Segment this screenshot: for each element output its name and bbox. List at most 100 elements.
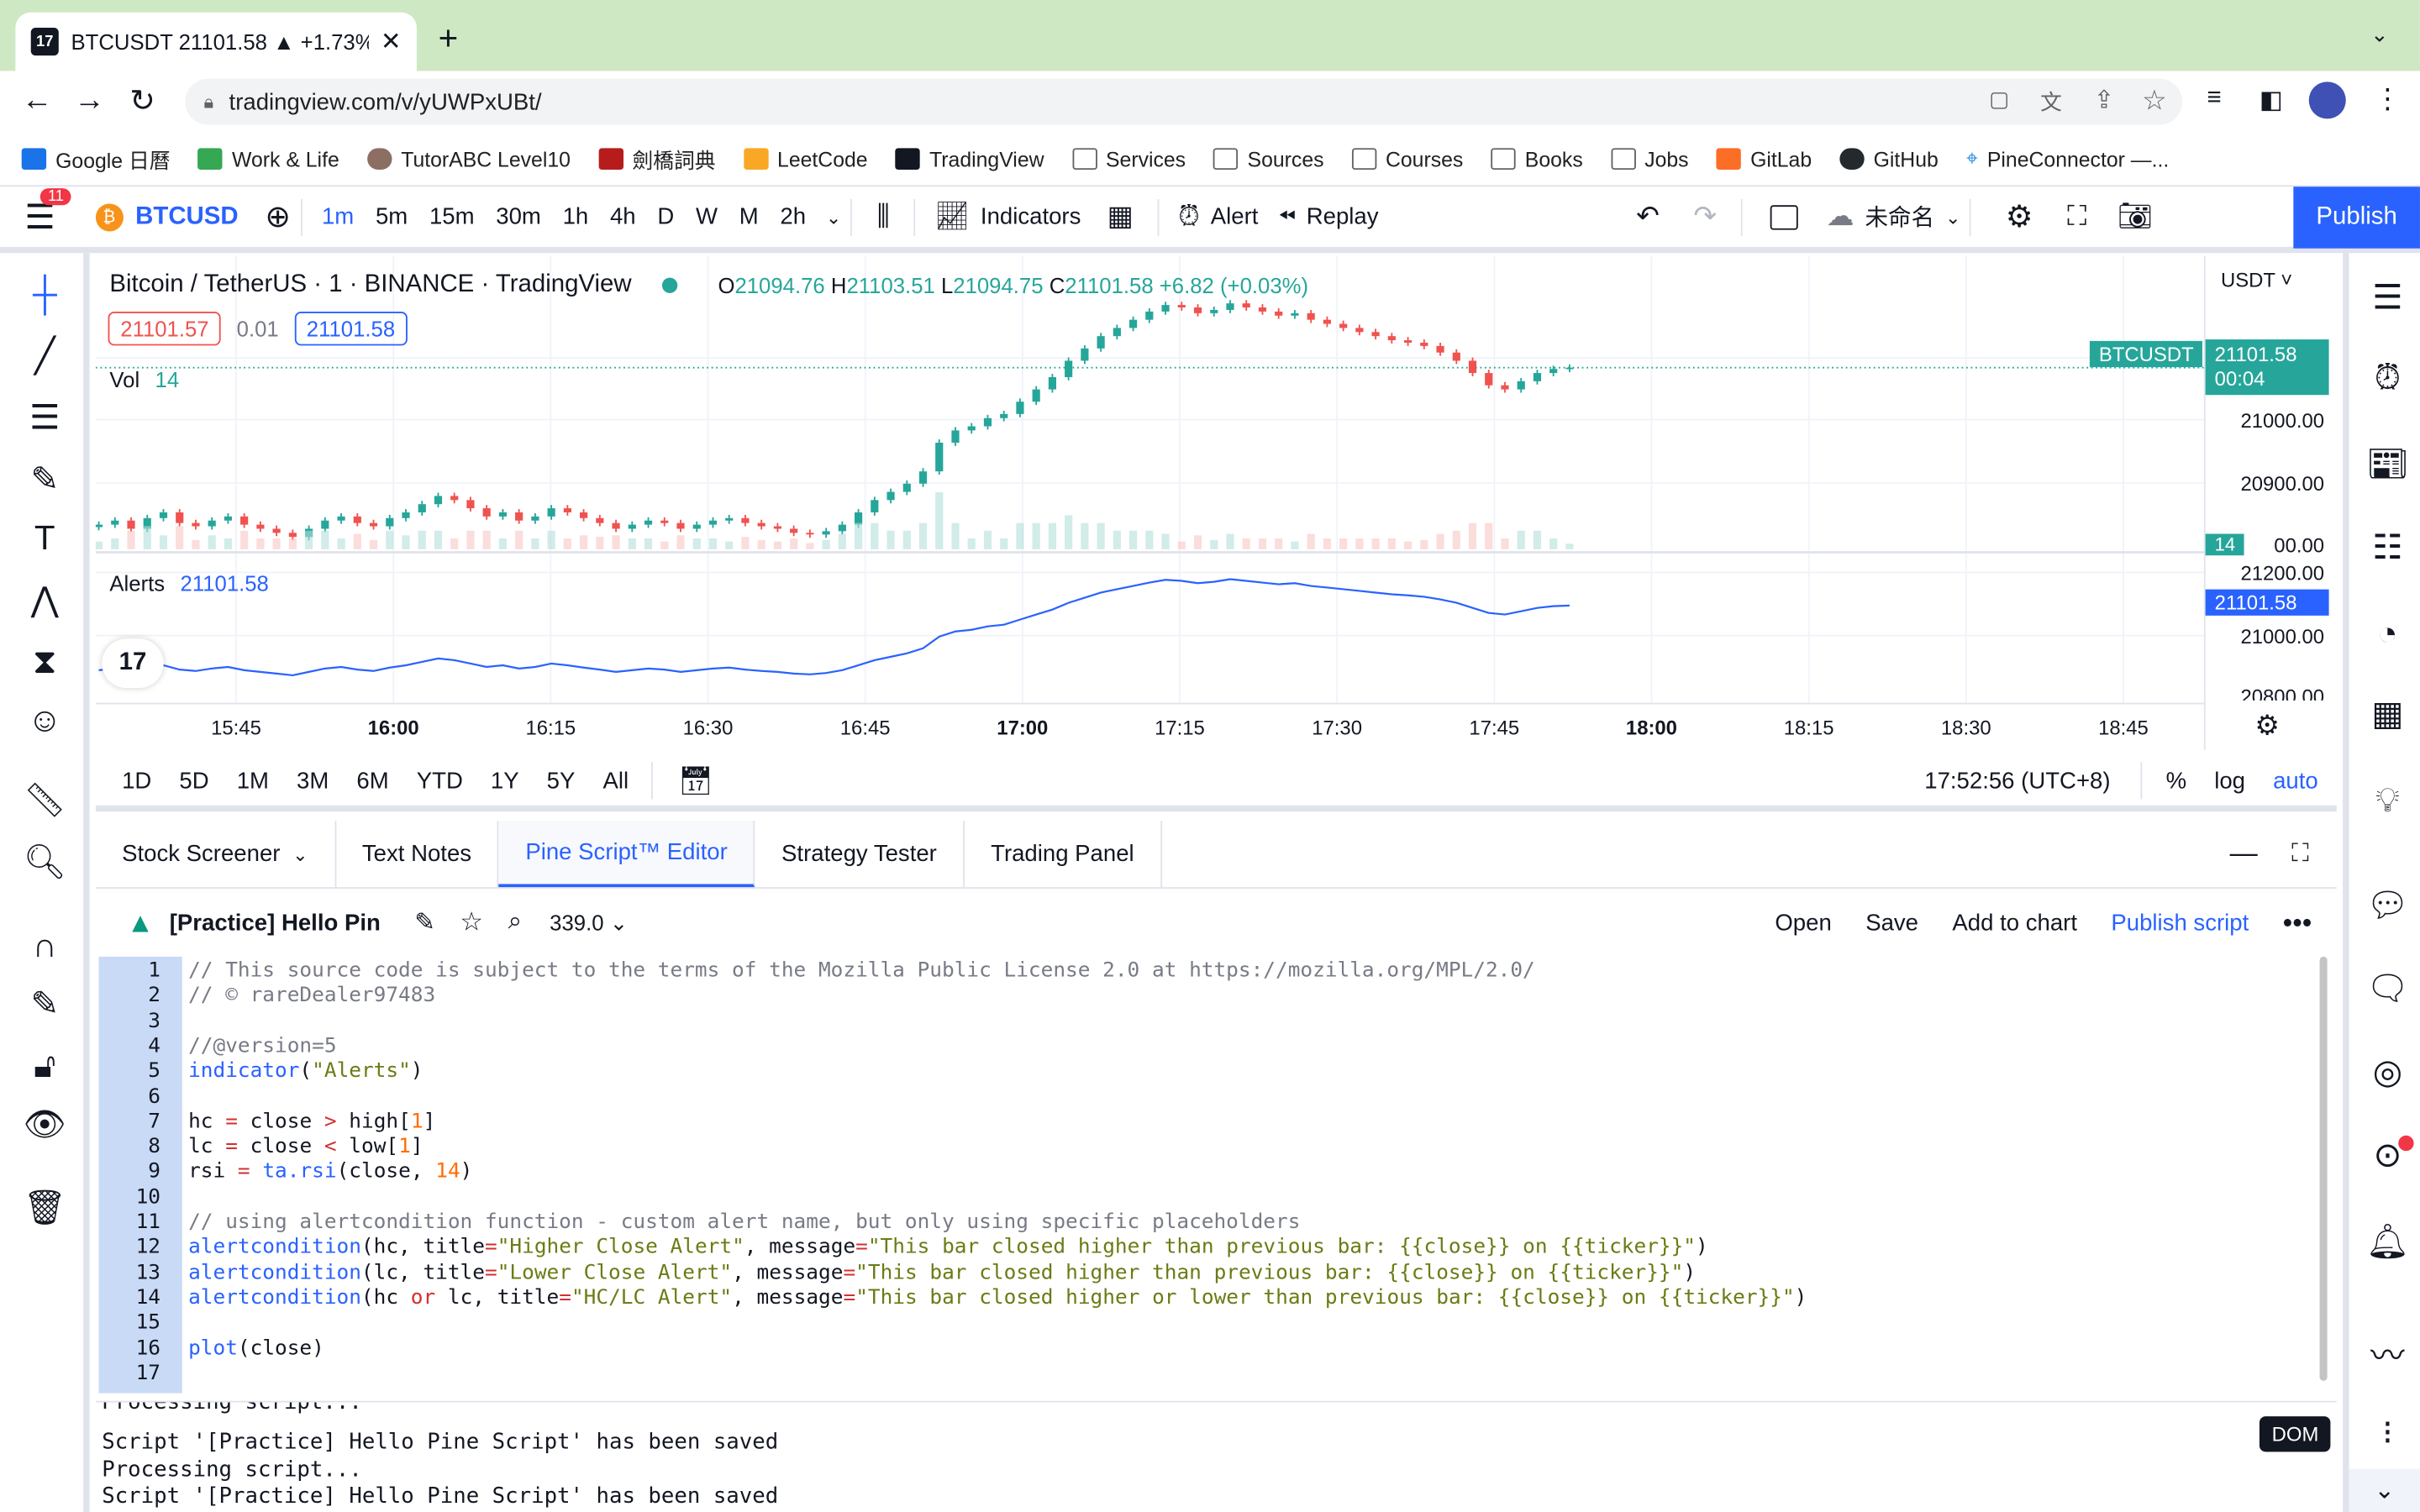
trendline-icon[interactable]: ╱ — [34, 336, 55, 375]
emoji-icon[interactable]: ☺ — [27, 700, 62, 739]
clock-text[interactable]: 17:52:56 (UTC+8) — [1924, 767, 2111, 794]
range-6m[interactable]: 6M — [356, 767, 389, 794]
interval-m[interactable]: M — [739, 203, 759, 230]
range-all[interactable]: All — [602, 767, 629, 794]
chart-type-icon[interactable]: ⫼ — [876, 200, 890, 232]
range-5d[interactable]: 5D — [179, 767, 209, 794]
fullscreen-icon[interactable]: ⛶ — [2067, 200, 2087, 232]
back-icon[interactable]: ← — [21, 83, 53, 118]
code-line[interactable]: rsi = ta.rsi(close, 14) — [188, 1160, 473, 1184]
bookmark-item[interactable]: TutorABC Level10 — [366, 147, 571, 171]
range-1d[interactable]: 1D — [122, 767, 152, 794]
tab-pine-editor[interactable]: Pine Script™ Editor — [499, 821, 755, 888]
star-icon[interactable]: ☆ — [2142, 85, 2167, 116]
code-line[interactable]: alertcondition(lc, title="Lower Close Al… — [188, 1261, 1697, 1285]
lock-drawing-icon[interactable]: ✎ — [30, 984, 60, 1023]
bookmark-item[interactable]: Work & Life — [197, 147, 339, 171]
maximize-panel-icon[interactable]: ⛶ — [2291, 840, 2309, 867]
notifications-icon[interactable]: 🔔︎ — [2365, 1221, 2410, 1261]
dom-icon[interactable]: ⁝ — [2381, 1413, 2393, 1452]
search-icon[interactable]: ⌕ — [508, 908, 523, 936]
forecast-icon[interactable]: ⧗ — [33, 642, 57, 680]
chats-icon[interactable]: 💬︎ — [2365, 885, 2410, 925]
interval-4h[interactable]: 4h — [609, 203, 636, 230]
code-line[interactable]: plot(close) — [188, 1336, 324, 1361]
crosshair-icon[interactable]: ┼ — [32, 274, 57, 313]
fib-icon[interactable]: ☰ — [29, 397, 60, 437]
tab-stock-screener[interactable]: Stock Screener ⌄ — [96, 821, 336, 888]
lock-icon[interactable]: 🔓︎ — [34, 1046, 56, 1085]
tab-search-icon[interactable]: ⌄ — [2370, 21, 2389, 47]
forward-icon[interactable]: → — [74, 83, 105, 118]
version-selector[interactable]: 339.0 ⌄ — [550, 909, 629, 935]
publish-script-button[interactable]: Publish script — [2111, 909, 2249, 936]
interval-w[interactable]: W — [695, 203, 718, 230]
code-line[interactable]: alertcondition(hc, title="Higher Close A… — [188, 1236, 1708, 1260]
interval-d[interactable]: D — [657, 203, 675, 230]
calendar-icon[interactable]: ▦ — [2371, 694, 2404, 733]
code-line[interactable]: hc = close > high[1] — [188, 1110, 436, 1134]
messages-icon[interactable]: 🗨︎ — [2365, 969, 2410, 1008]
settings-icon[interactable]: ⚙︎ — [2005, 200, 2033, 235]
bookmark-item[interactable]: Services — [1071, 147, 1186, 171]
code-line[interactable]: alertcondition(hc or lc, title="HC/LC Al… — [188, 1286, 1807, 1310]
range-ytd[interactable]: YTD — [416, 767, 463, 794]
watchlist-icon[interactable]: ☰ — [2372, 277, 2403, 317]
code-line[interactable]: // using alertcondition function - custo… — [188, 1210, 1301, 1235]
interval-1h[interactable]: 1h — [562, 203, 589, 230]
trend-icon[interactable]: 〰 — [2370, 1336, 2405, 1375]
streams-icon[interactable]: ◎ — [2372, 1052, 2402, 1091]
indicators-button[interactable]: Indicators — [980, 203, 1081, 230]
templates-icon[interactable]: ▦ — [1107, 200, 1134, 232]
trash-icon[interactable]: 🗑︎ — [23, 1188, 66, 1227]
percent-toggle[interactable]: % — [2165, 767, 2187, 794]
share-icon[interactable]: ⇪ — [2093, 87, 2115, 114]
range-5y[interactable]: 5Y — [546, 767, 576, 794]
code-line[interactable]: // This source code is subject to the te… — [188, 959, 1535, 983]
bookmark-item[interactable]: GitHub — [1839, 147, 1939, 171]
tab-strategy-tester[interactable]: Strategy Tester — [755, 821, 965, 888]
magnet-icon[interactable]: ∩ — [32, 926, 57, 964]
tradingview-logo-icon[interactable]: 17 — [102, 638, 164, 689]
price-scale[interactable]: USDT ˅ 21101.58 00:04 21000.00 20900.00 … — [2203, 255, 2337, 750]
publish-button[interactable]: Publish — [2293, 186, 2420, 249]
ruler-icon[interactable]: 📏︎ — [23, 780, 66, 820]
pine-code-editor[interactable]: 1 2 3 4 5 6 7 8 9 10 11 12 13 14 15 16 17 // This source… — [95, 956, 2328, 1394]
symbol-search-button[interactable]: BTCUSDT — [135, 202, 238, 229]
add-to-chart-button[interactable]: Add to chart — [1952, 909, 2077, 936]
redo-icon[interactable]: ↷ — [1693, 200, 1718, 232]
tab-text-notes[interactable]: Text Notes — [336, 821, 500, 888]
compare-symbol-icon[interactable]: ⊕ — [265, 200, 292, 235]
log-toggle[interactable]: log — [2214, 767, 2246, 794]
interval-5m[interactable]: 5m — [375, 203, 408, 230]
pattern-icon[interactable]: ⋀ — [30, 580, 59, 619]
bookmark-item[interactable]: Google 日曆 — [21, 144, 171, 175]
news-icon[interactable]: 📰︎ — [2365, 444, 2410, 483]
alerts-icon[interactable]: ⏰︎ — [2374, 358, 2402, 397]
minimize-panel-icon[interactable]: — — [2229, 837, 2258, 869]
hotlist-icon[interactable]: ◔ — [2377, 614, 2398, 653]
translate-icon[interactable]: 文 — [2040, 89, 2062, 114]
layout-dropdown-icon[interactable]: ⌄ — [1944, 206, 1961, 228]
interval-2h[interactable]: 2h — [780, 203, 807, 230]
menu-icon[interactable]: ☰ 11 — [24, 187, 72, 237]
address-bar[interactable]: 🔒︎ tradingview.com/v/yUWPxUBt/ ☆ ⇪ 文 ▢ — [185, 78, 2183, 125]
bookmark-item[interactable]: ⌖ PineConnector —... — [1965, 146, 2170, 171]
ideas-icon[interactable]: 💡︎ — [2375, 780, 2400, 820]
chart-pane[interactable]: 15:45 16:00 16:15 16:30 16:45 17:00 17:15 17:30… — [95, 255, 2204, 750]
code-line[interactable]: // © rareDealer97483 — [188, 984, 436, 1008]
bookmark-item[interactable]: 劍橋詞典 — [597, 144, 716, 175]
tab-trading-panel[interactable]: Trading Panel — [965, 821, 1162, 888]
new-tab-icon[interactable]: + — [438, 18, 459, 57]
layout-icon[interactable] — [1770, 204, 1799, 229]
code-line[interactable]: indicator("Alerts") — [188, 1060, 424, 1084]
broadcast-icon[interactable]: ⊙ — [2373, 1135, 2402, 1174]
browser-menu-icon[interactable]: ⋮ — [2373, 83, 2402, 114]
script-name[interactable]: [Practice] Hello Pin — [169, 909, 381, 936]
replay-button[interactable]: Replay — [1306, 203, 1379, 230]
save-button[interactable]: Save — [1865, 909, 1919, 936]
browser-tab[interactable]: 17 BTCUSDT 21101.58 ▲ +1.73% ✕ — [15, 12, 417, 71]
bookmark-item[interactable]: Courses — [1351, 147, 1463, 171]
code-line[interactable]: //@version=5 — [188, 1035, 337, 1058]
interval-dropdown-icon[interactable]: ⌄ — [825, 206, 842, 228]
